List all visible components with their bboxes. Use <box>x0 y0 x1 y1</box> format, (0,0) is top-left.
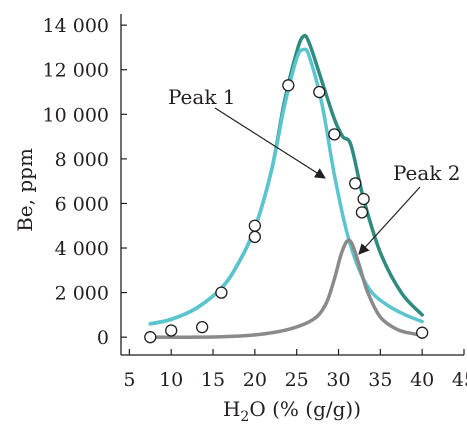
markers-layer <box>144 79 429 344</box>
data-point <box>416 326 429 339</box>
x-tick-label: 30 <box>326 369 350 391</box>
data-point <box>355 206 369 219</box>
data-point <box>313 85 326 99</box>
annotation-arrow-peak-2 <box>358 186 421 255</box>
total-curve <box>148 33 424 326</box>
y-tick-label: 0 <box>97 327 109 349</box>
y-tick-label: 6 000 <box>55 193 109 215</box>
x-tick-label: 45 <box>452 369 467 391</box>
y-tick-label: 8 000 <box>55 149 109 171</box>
x-axis-title-rest: O (% (g/g)) <box>249 397 361 421</box>
data-point <box>144 331 157 344</box>
y-tick-label: 12 000 <box>43 60 109 82</box>
y-tick-label: 10 000 <box>43 104 109 126</box>
data-point <box>248 230 262 244</box>
y-axis-title: Be, ppm <box>13 148 37 232</box>
x-tick-label: 5 <box>123 369 135 391</box>
annotation-peak-1: Peak 1 <box>168 85 236 109</box>
x-tick-label: 40 <box>410 369 434 391</box>
x-tick-label: 25 <box>285 369 309 391</box>
ticks-layer: 5 10 15 20 25 30 35 40 45 0 2 000 4 000 6 000 8 000 10… <box>43 15 467 391</box>
y-tick-label: 2 000 <box>55 283 109 305</box>
data-point <box>282 79 295 92</box>
annotation-arrow-peak-1 <box>214 107 326 179</box>
x-tick-label: 20 <box>243 369 267 391</box>
x-tick-label: 35 <box>368 369 392 391</box>
y-tick-label: 4 000 <box>55 238 109 260</box>
x-tick-label: 10 <box>159 369 183 391</box>
data-point <box>215 286 228 299</box>
x-axis-title: H2O (% (g/g)) <box>223 397 361 425</box>
x-axis-title-subscript: 2 <box>240 409 249 425</box>
y-tick-label: 14 000 <box>43 15 109 37</box>
data-point <box>195 320 209 334</box>
data-point <box>328 128 341 141</box>
annotations-layer: Peak 1 Peak 2 <box>168 85 461 255</box>
data-point <box>248 219 262 232</box>
annotation-peak-2: Peak 2 <box>393 161 461 185</box>
data-point <box>349 177 362 190</box>
data-point <box>165 324 178 337</box>
peak-2-curve <box>148 238 424 339</box>
data-point <box>357 192 370 206</box>
x-tick-label: 15 <box>201 369 225 391</box>
x-axis-title-base: H <box>223 397 240 421</box>
